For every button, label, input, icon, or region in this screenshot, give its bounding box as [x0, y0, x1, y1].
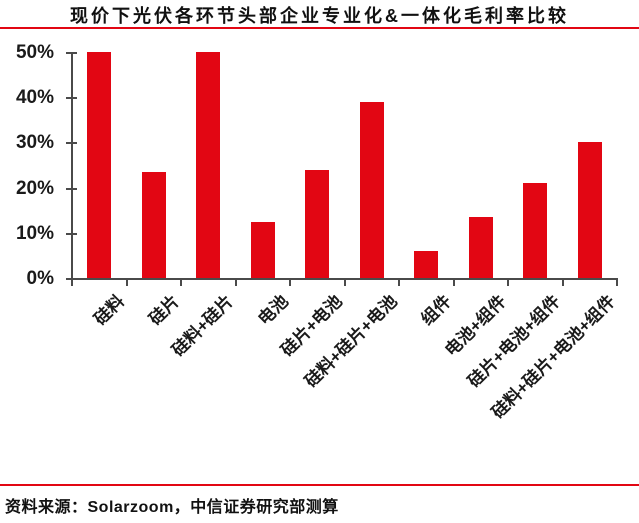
source-divider-rule — [0, 484, 639, 486]
x-category-label: 硅片 — [145, 291, 183, 330]
y-tick-label: 40% — [15, 87, 54, 109]
y-tick — [66, 142, 77, 145]
y-axis-spine — [71, 52, 73, 280]
x-tick — [180, 279, 182, 286]
x-tick — [398, 279, 400, 286]
x-tick — [507, 279, 509, 286]
bar — [141, 171, 166, 278]
y-tick-label: 50% — [15, 42, 54, 63]
bar — [414, 250, 439, 278]
x-tick — [71, 279, 73, 286]
bar — [468, 216, 493, 278]
bar — [250, 221, 275, 278]
x-category-label: 硅料 — [90, 291, 129, 330]
x-tick — [343, 279, 346, 286]
chart-title: 现价下光伏各环节头部企业专业化&一体化毛利率比较 — [70, 6, 569, 26]
y-tick-label: 20% — [15, 177, 54, 199]
y-tick — [66, 232, 77, 235]
x-tick — [452, 279, 455, 286]
bar — [523, 183, 548, 278]
x-tick — [289, 279, 291, 286]
y-tick — [66, 97, 77, 100]
title-underline-rule — [0, 27, 639, 29]
y-tick-label: 0% — [26, 268, 54, 289]
x-tick — [616, 279, 618, 286]
x-category-label: 组件 — [417, 291, 456, 330]
x-category-label: 电池 — [254, 291, 292, 330]
bar — [305, 169, 330, 278]
x-tick — [125, 279, 128, 286]
source-text: 资料来源：Solarzoom，中信证券研究部测算 — [5, 499, 339, 516]
y-tick-label: 10% — [15, 222, 54, 244]
x-tick — [234, 279, 237, 286]
y-tick-label: 30% — [15, 132, 54, 154]
bar — [196, 52, 221, 278]
bar — [87, 52, 112, 278]
y-tick — [66, 187, 77, 190]
bar — [577, 142, 602, 278]
x-tick — [561, 279, 564, 286]
bar-chart: 0% 10% 20% 30% 40% 50% 硅料 硅片 硅料+硅片 电池 硅片+电池 硅料+硅片+电… — [15, 42, 619, 423]
y-tick — [66, 52, 77, 54]
bar — [359, 101, 384, 278]
